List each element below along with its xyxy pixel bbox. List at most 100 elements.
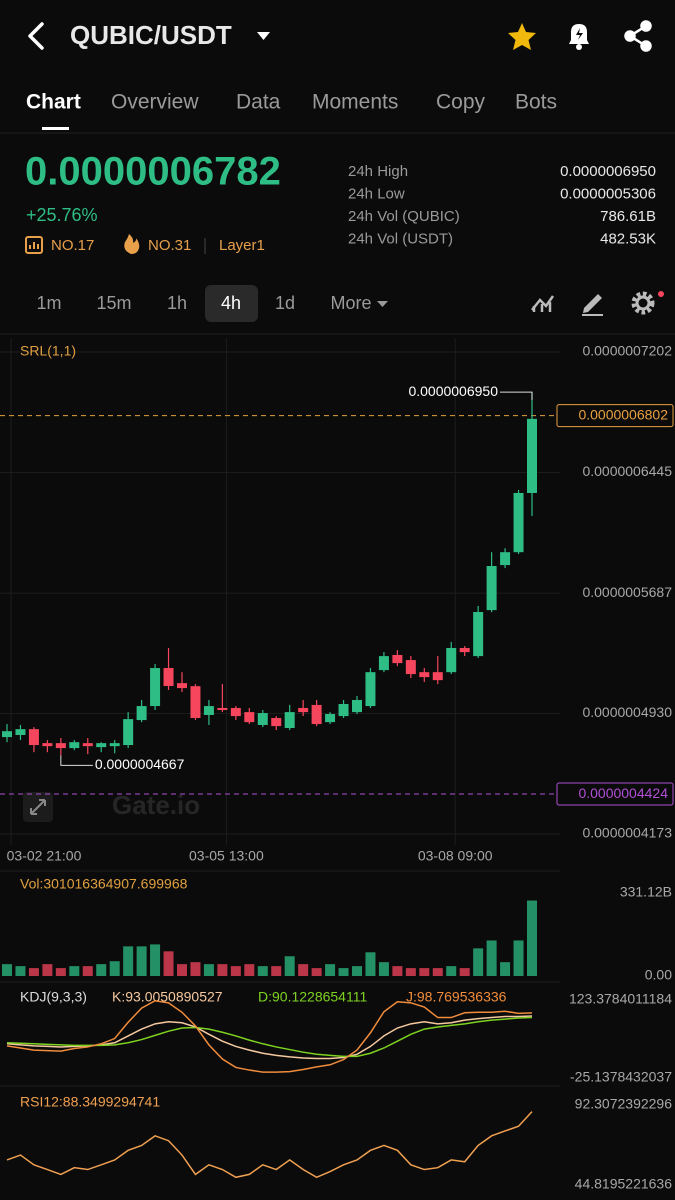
price-line-box — [556, 782, 674, 806]
candle-body — [271, 717, 282, 727]
candle-body — [150, 668, 161, 707]
volume-bar — [109, 961, 120, 976]
settings-button[interactable] — [631, 291, 655, 315]
candle-body — [311, 704, 322, 725]
pair-dropdown[interactable] — [257, 32, 270, 40]
volume-bar — [298, 964, 309, 976]
settings-badge — [658, 291, 664, 297]
candle-body — [284, 712, 295, 729]
alert-bell[interactable] — [569, 24, 589, 50]
candle-body — [69, 742, 80, 749]
candle-body — [123, 719, 134, 746]
volume-bar — [500, 962, 511, 976]
indicator-title: KDJ(9,3,3) — [20, 989, 87, 1005]
x-tick-label: 03-05 13:00 — [189, 848, 264, 864]
candle-body — [298, 707, 309, 713]
candle-body — [177, 683, 187, 689]
stat-value: 482.53K — [600, 230, 656, 247]
tab[interactable]: Chart — [26, 91, 81, 114]
y-tick-label: 0.0000004930 — [582, 704, 672, 720]
legend-entry: RSI12:88.3499294741 — [20, 1094, 160, 1110]
stat-value: 0.0000006950 — [560, 163, 656, 180]
candle-body — [365, 672, 376, 707]
hot-icon — [124, 234, 140, 254]
indicator-title: Vol:301016364907.699968 — [20, 876, 188, 892]
candle-body — [257, 713, 268, 725]
max-label: 0.0000006950 — [408, 383, 498, 399]
sector-badge[interactable]: Layer1 — [219, 237, 265, 254]
candle-body — [338, 703, 349, 717]
volume-bar — [271, 966, 282, 976]
tab[interactable]: Data — [236, 91, 281, 114]
volume-bar — [419, 968, 430, 976]
favorite-star[interactable] — [508, 23, 536, 50]
expand-button[interactable] — [23, 792, 53, 822]
volume-bar — [163, 951, 174, 976]
stat-label: 24h High — [348, 163, 408, 180]
interval-button[interactable]: 1h — [167, 293, 187, 313]
interval-selected — [205, 285, 258, 322]
volume-bar — [28, 968, 39, 976]
interval-button[interactable]: 1d — [275, 293, 295, 313]
volume-bar — [405, 968, 416, 976]
tab[interactable]: Copy — [436, 91, 486, 114]
price-line-label: 0.0000006802 — [578, 406, 668, 422]
share-button[interactable] — [624, 20, 652, 52]
pair-title[interactable]: QUBIC/USDT — [70, 20, 232, 50]
y-tick-label: 0.0000006445 — [582, 463, 672, 479]
legend-entry: K:93.0050890527 — [112, 989, 223, 1005]
volume-bar — [486, 940, 497, 976]
volume-bar — [96, 964, 107, 976]
candle-body — [55, 743, 66, 749]
interval-button[interactable]: More — [330, 293, 371, 313]
min-label: 0.0000004667 — [95, 756, 185, 772]
volume-bar — [473, 948, 484, 976]
candle-body — [109, 743, 120, 747]
volume-bar — [365, 952, 376, 976]
tab[interactable]: Overview — [111, 91, 199, 114]
volume-bar — [123, 946, 134, 976]
volume-bar — [311, 968, 322, 976]
y-tick-label: 0.0000004173 — [582, 825, 672, 841]
indicator-button[interactable] — [531, 295, 555, 312]
candle-body — [405, 660, 416, 675]
volume-bar — [513, 940, 524, 976]
candle-body — [136, 706, 147, 721]
interval-button[interactable]: 15m — [96, 293, 131, 313]
price-change: +25.76% — [26, 205, 98, 225]
interval-button[interactable]: 1m — [36, 293, 61, 313]
y-tick-label: 0.0000005687 — [582, 584, 672, 600]
volume-bar — [244, 964, 255, 976]
y-tick-label: 123.3784011184 — [569, 991, 672, 1007]
volume-bar — [15, 966, 26, 976]
legend-entry: J:98.769536336 — [406, 989, 507, 1005]
candle-body — [446, 647, 457, 673]
draw-button[interactable] — [582, 294, 603, 316]
candle-body — [190, 686, 201, 718]
volume-bar — [378, 962, 389, 976]
volume-bar — [217, 964, 228, 976]
candle-body — [230, 707, 241, 717]
candle-body — [486, 566, 497, 611]
y-tick-label: -25.1378432037 — [570, 1069, 672, 1085]
more-dropdown[interactable] — [377, 301, 388, 307]
watermark: Gate.io — [112, 790, 200, 820]
rank-badge: NO.17 — [51, 237, 94, 254]
tab[interactable]: Moments — [312, 91, 398, 114]
min-connector — [60, 755, 93, 766]
candle-body — [459, 647, 470, 653]
volume-bar — [392, 966, 403, 976]
volume-bar — [42, 964, 53, 976]
interval-button[interactable]: 4h — [221, 293, 241, 313]
stat-label: 24h Vol (USDT) — [348, 230, 453, 247]
volume-bar — [2, 964, 12, 976]
stat-label: 24h Vol (QUBIC) — [348, 208, 460, 225]
volume-bar — [325, 964, 336, 976]
volume-bar — [177, 964, 187, 976]
max-connector — [500, 391, 533, 401]
volume-bar — [150, 944, 161, 976]
tab[interactable]: Bots — [515, 91, 557, 114]
back-button[interactable] — [28, 22, 44, 50]
volume-bar — [338, 968, 349, 976]
